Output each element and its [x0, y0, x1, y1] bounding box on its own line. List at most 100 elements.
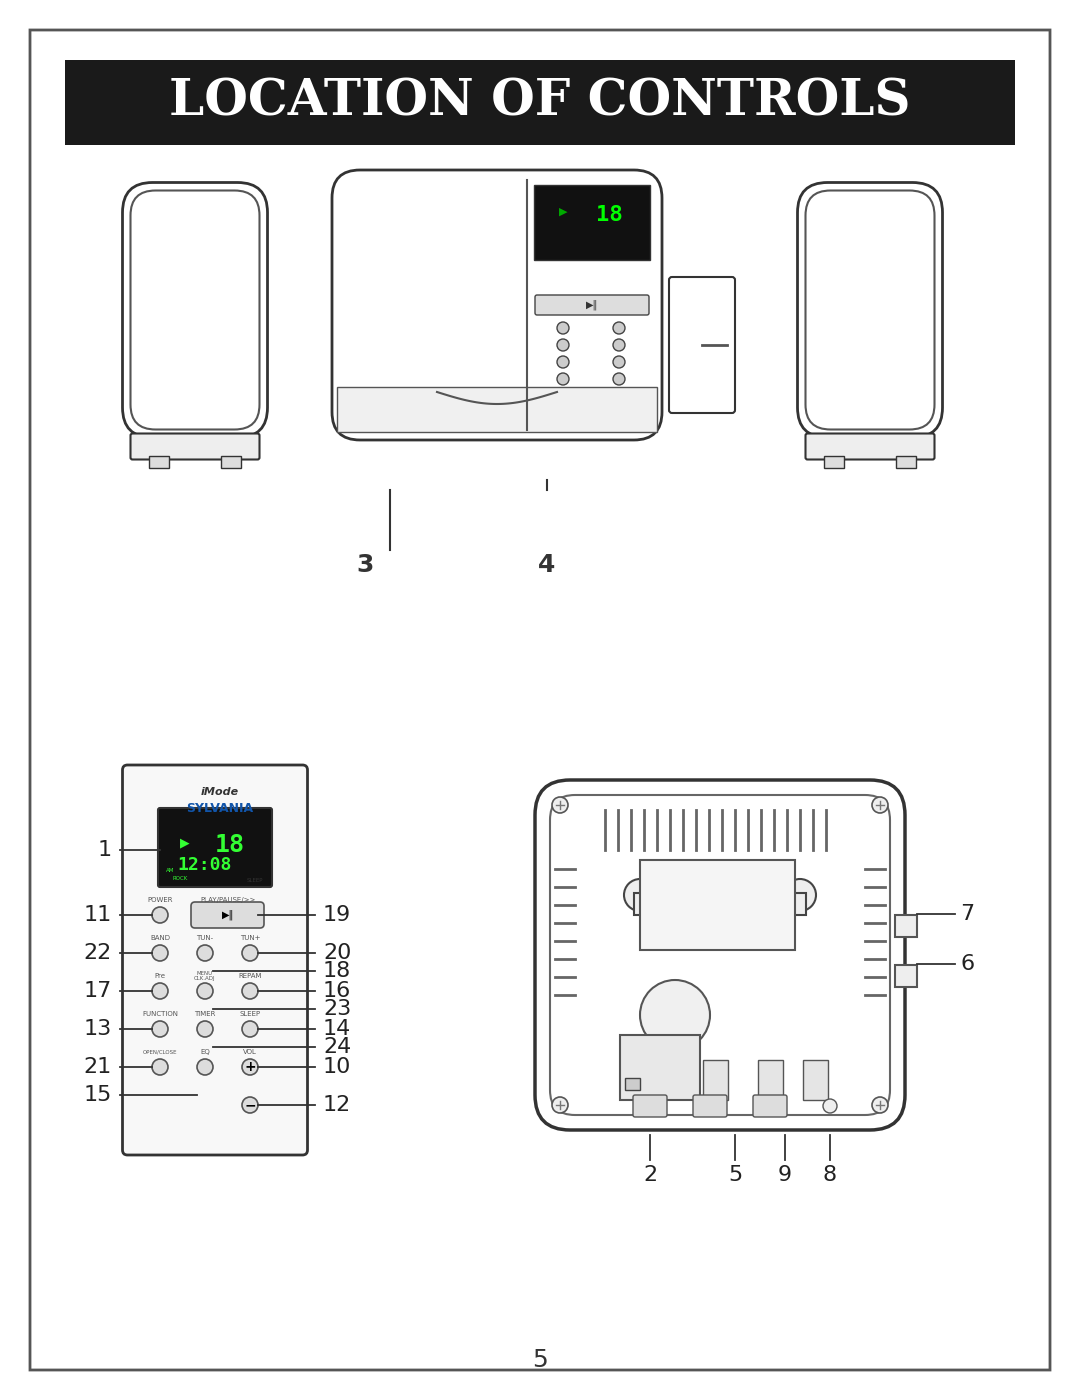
Bar [703, 1060, 728, 1099]
Text: +: + [244, 1060, 256, 1074]
Text: 13: 13 [84, 1018, 112, 1039]
Text: 11: 11 [84, 905, 112, 925]
Circle shape [242, 944, 258, 961]
Bar [534, 184, 650, 260]
Bar [337, 387, 657, 432]
Text: 2: 2 [643, 1165, 657, 1185]
Circle shape [552, 1097, 568, 1113]
FancyBboxPatch shape [131, 190, 259, 429]
Circle shape [557, 373, 569, 386]
Bar [804, 1060, 828, 1099]
Text: MENU
CLK.ADJ: MENU CLK.ADJ [194, 971, 216, 982]
Bar [824, 455, 843, 468]
Text: REPAM: REPAM [239, 972, 261, 979]
Circle shape [784, 879, 816, 911]
Circle shape [872, 798, 888, 813]
Text: TUN-: TUN- [197, 935, 214, 942]
Circle shape [823, 1099, 837, 1113]
Circle shape [557, 356, 569, 367]
Text: 15: 15 [83, 1085, 112, 1105]
Text: FUNCTION: FUNCTION [141, 1011, 178, 1017]
FancyBboxPatch shape [806, 433, 934, 460]
Text: 1: 1 [98, 840, 112, 861]
Bar [895, 965, 917, 988]
Text: 8: 8 [823, 1165, 837, 1185]
Circle shape [152, 1021, 168, 1037]
Text: ▶: ▶ [558, 207, 567, 217]
Circle shape [557, 321, 569, 334]
Text: 23: 23 [323, 999, 351, 1018]
FancyBboxPatch shape [122, 183, 268, 437]
Text: SYLVANIA: SYLVANIA [187, 802, 254, 814]
Circle shape [613, 390, 625, 402]
Text: AM: AM [166, 868, 174, 873]
Circle shape [152, 983, 168, 999]
Text: 18: 18 [215, 833, 245, 856]
Circle shape [152, 944, 168, 961]
FancyBboxPatch shape [550, 795, 890, 1115]
Text: 10: 10 [323, 1058, 351, 1077]
Circle shape [197, 1021, 213, 1037]
Text: 5: 5 [728, 1165, 742, 1185]
Circle shape [242, 983, 258, 999]
Text: 22: 22 [84, 943, 112, 963]
Circle shape [152, 907, 168, 923]
Circle shape [557, 339, 569, 351]
FancyBboxPatch shape [191, 902, 264, 928]
Text: 18: 18 [596, 205, 623, 225]
FancyBboxPatch shape [669, 277, 735, 414]
Text: ▶: ▶ [180, 837, 190, 849]
Text: 18: 18 [323, 961, 351, 981]
Circle shape [624, 879, 656, 911]
Text: 7: 7 [960, 904, 974, 923]
FancyBboxPatch shape [633, 1095, 667, 1118]
Text: 9: 9 [778, 1165, 792, 1185]
Bar [634, 893, 646, 915]
Bar [620, 1035, 700, 1099]
Circle shape [640, 981, 710, 1051]
Bar [758, 1060, 783, 1099]
Text: SLEEP: SLEEP [246, 877, 264, 883]
Text: 5: 5 [532, 1348, 548, 1372]
Text: 19: 19 [323, 905, 351, 925]
Text: iMode: iMode [201, 787, 239, 798]
Text: BAND: BAND [150, 935, 170, 942]
Bar [896, 455, 916, 468]
Text: 17: 17 [84, 981, 112, 1002]
Bar [149, 455, 168, 468]
FancyBboxPatch shape [535, 295, 649, 314]
Text: 6: 6 [960, 954, 974, 974]
Text: 14: 14 [323, 1018, 351, 1039]
FancyBboxPatch shape [158, 807, 272, 887]
Text: 24: 24 [323, 1037, 351, 1058]
Bar [65, 60, 1015, 145]
Circle shape [242, 1097, 258, 1113]
Text: 3: 3 [356, 553, 374, 577]
Bar [625, 1078, 640, 1090]
Text: TIMER: TIMER [194, 1011, 216, 1017]
Circle shape [613, 321, 625, 334]
Circle shape [197, 983, 213, 999]
Text: POWER: POWER [147, 897, 173, 902]
FancyBboxPatch shape [806, 190, 934, 429]
Text: −: − [244, 1098, 256, 1112]
Circle shape [242, 1059, 258, 1076]
Circle shape [613, 356, 625, 367]
Circle shape [197, 944, 213, 961]
FancyBboxPatch shape [332, 170, 662, 440]
Text: ROCK: ROCK [173, 876, 188, 880]
Bar [895, 915, 917, 937]
Bar [221, 455, 241, 468]
Circle shape [613, 339, 625, 351]
Text: 20: 20 [323, 943, 351, 963]
Text: ▶‖: ▶‖ [221, 909, 234, 921]
Circle shape [152, 1059, 168, 1076]
Text: OPEN/CLOSE: OPEN/CLOSE [143, 1049, 177, 1055]
FancyBboxPatch shape [535, 780, 905, 1130]
Text: PLAY/PAUSE/>>: PLAY/PAUSE/>> [200, 897, 256, 902]
Text: 12: 12 [323, 1095, 351, 1115]
Circle shape [872, 1097, 888, 1113]
Bar [640, 861, 795, 950]
Text: VOL: VOL [243, 1049, 257, 1055]
Text: 12:08: 12:08 [178, 856, 232, 875]
